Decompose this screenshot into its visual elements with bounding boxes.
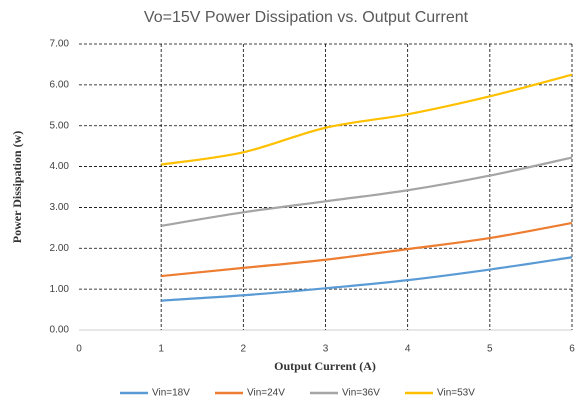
x-axis-title: Output Current (A) [274,359,376,373]
series-line [161,256,573,302]
series-line [161,221,573,278]
legend-label: Vin=18V [152,388,190,399]
legend-label: Vin=36V [342,388,380,399]
y-axis-title: Power Dissipation (w) [10,131,24,243]
y-tick-label: 1.00 [50,284,70,295]
legend-label: Vin=24V [247,388,285,399]
series-line [160,156,573,227]
y-tick-label: 0.00 [50,325,70,336]
x-tick-label: 3 [323,344,329,355]
legend-label: Vin=53V [437,388,475,399]
y-tick-label: 4.00 [50,161,70,172]
x-tick-label: 1 [158,344,164,355]
y-tick-label: 7.00 [50,39,70,50]
x-tick-label: 5 [487,344,493,355]
chart-title: Vo=15V Power Dissipation vs. Output Curr… [144,9,469,26]
y-tick-label: 5.00 [50,120,70,131]
y-tick-label: 3.00 [50,202,70,213]
y-tick-label: 6.00 [50,79,70,90]
x-tick-label: 4 [405,344,411,355]
y-tick-label: 2.00 [50,243,70,254]
series-line [161,73,573,166]
x-tick-label: 0 [76,344,82,355]
x-tick-label: 2 [241,344,247,355]
x-tick-label: 6 [569,344,575,355]
